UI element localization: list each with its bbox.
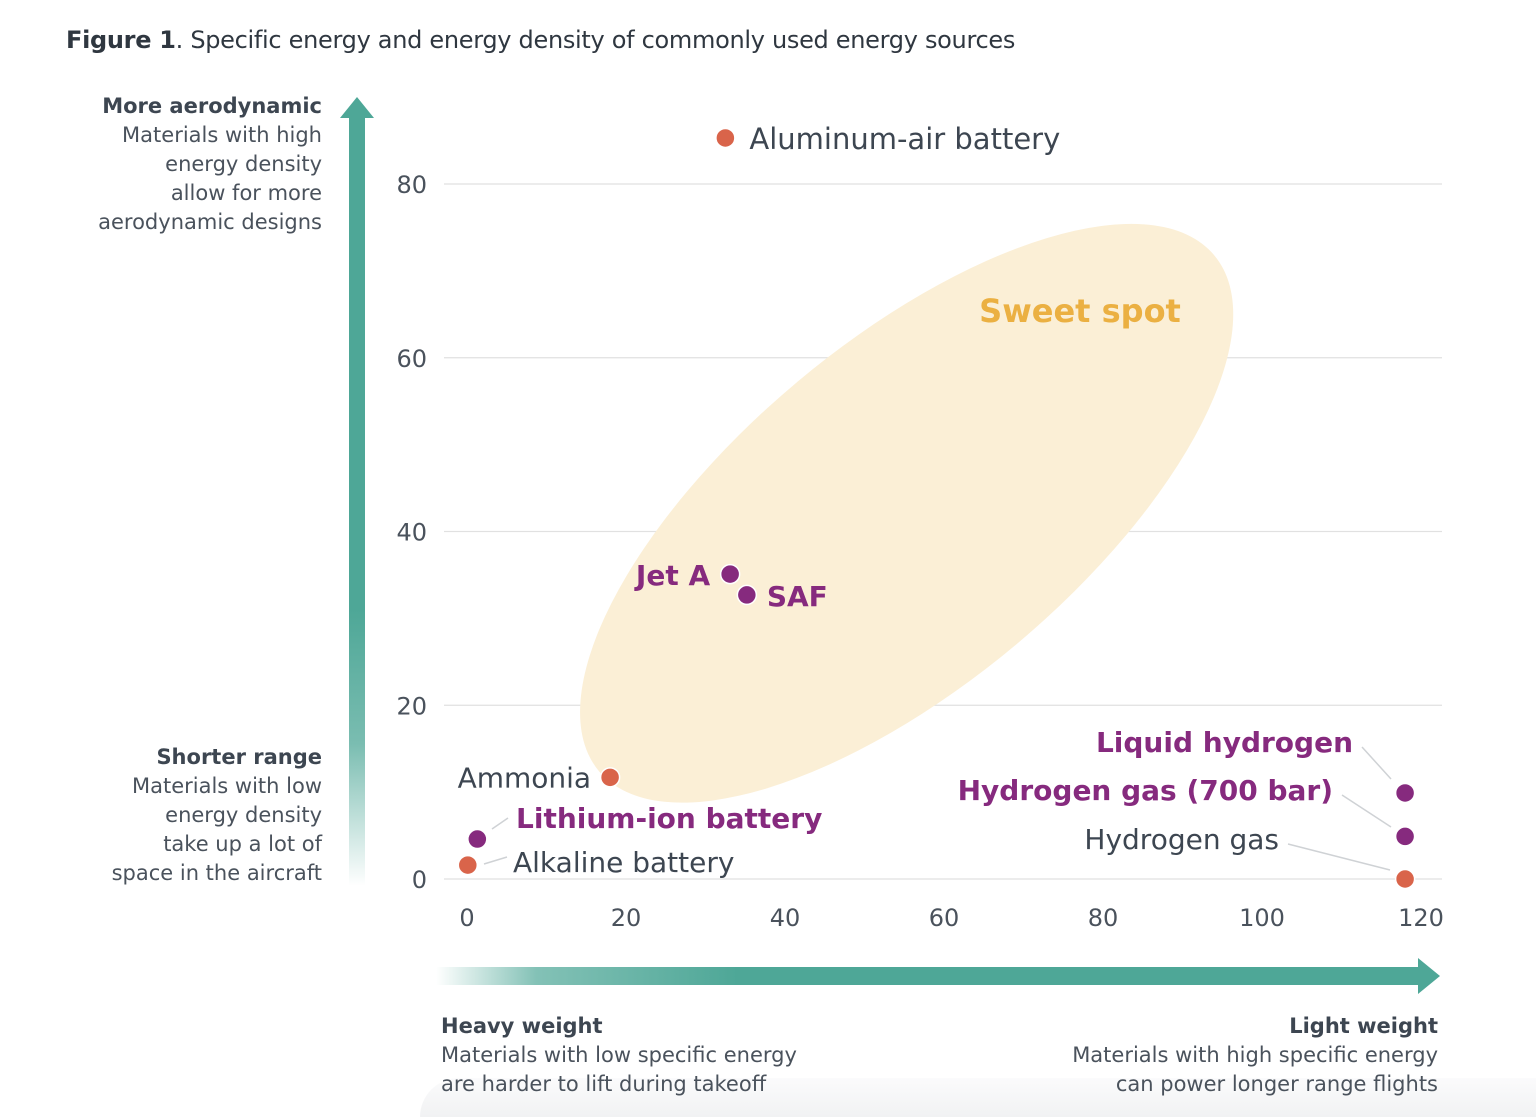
point-label-hydrogen-gas-700-bar: Hydrogen gas (700 bar) [958,774,1333,807]
point-label-hydrogen-gas: Hydrogen gas [1084,823,1279,856]
y-tick-label: 20 [396,692,427,720]
x-annotation-right-heading: Light weight [1289,1014,1438,1038]
x-tick-label: 40 [770,904,801,932]
point-label-liquid-hydrogen: Liquid hydrogen [1096,726,1353,759]
y-annotation-top-line: allow for more [170,181,322,205]
y-annotation-bottom-line: take up a lot of [163,832,322,856]
x-annotation-right-line: Materials with high specific energy [1072,1043,1438,1067]
leader-line-liquid-hydrogen [1361,746,1392,780]
data-point-jet-a [719,563,741,585]
x-annotation-right-line: can power longer range flights [1115,1072,1438,1096]
x-annotation-right: Light weight Materials with high specifi… [1072,1012,1438,1099]
point-label-saf: SAF [767,580,828,613]
point-label-jet-a: Jet A [634,559,711,592]
figure-caption: . Specific energy and energy density of … [175,26,1016,54]
footer-band [420,1078,1536,1117]
y-tick-label: 60 [396,345,427,373]
x-annotation-left-line: are harder to lift during takeoff [441,1072,767,1096]
leader-line-lithium-ion-battery [491,817,509,830]
x-tick-label: 80 [1088,904,1119,932]
x-annotation-left: Heavy weight Materials with low specific… [441,1012,797,1099]
leader-line-hydrogen-gas [1287,843,1391,871]
leader-line-alkaline-battery [483,856,508,865]
point-label-ammonia: Ammonia [458,761,592,794]
y-annotation-bottom-heading: Shorter range [156,745,322,769]
y-tick-label: 0 [412,866,427,894]
y-annotation-top-line: aerodynamic designs [98,210,322,234]
data-point-ammonia [599,767,621,788]
y-annotation-top-heading: More aerodynamic [102,94,322,118]
x-annotation-left-heading: Heavy weight [441,1014,603,1038]
sweet-spot-label: Sweet spot [979,292,1181,330]
x-axis-arrow [436,958,1440,994]
x-tick-label: 0 [459,904,474,932]
leader-line-hydrogen-gas-700-bar [1341,794,1392,828]
y-annotation-top-line: energy density [165,152,322,176]
x-tick-label: 100 [1239,904,1285,932]
sweet-spot-region [580,223,1234,803]
y-annotation-top: More aerodynamic Materials with high ene… [22,92,322,237]
point-label-alkaline-battery: Alkaline battery [513,846,734,879]
y-annotation-top-line: Materials with high [122,123,322,147]
y-annotation-bottom-line: Materials with low [131,774,322,798]
data-point-alkaline-battery [457,854,479,876]
y-annotation-bottom-line: space in the aircraft [111,861,322,885]
y-axis-arrow [340,97,374,886]
point-label-aluminum-air-battery: Aluminum-air battery [749,122,1060,156]
x-tick-label: 20 [611,904,642,932]
data-point-hydrogen-gas-700-bar [1394,826,1416,847]
x-tick-label: 120 [1398,904,1444,932]
y-annotation-bottom-line: energy density [165,803,322,827]
y-tick-label: 40 [396,519,427,547]
y-tick-label: 80 [396,171,427,199]
figure-title: Figure 1. Specific energy and energy den… [66,26,1015,54]
y-annotation-bottom: Shorter range Materials with low energy … [22,743,322,888]
data-point-liquid-hydrogen [1394,782,1416,804]
data-point-hydrogen-gas [1394,868,1416,890]
data-point-saf [736,584,758,606]
x-tick-label: 60 [929,904,960,932]
figure-label: Figure 1 [66,26,176,54]
x-annotation-left-line: Materials with low specific energy [441,1043,797,1067]
data-point-lithium-ion-battery [467,828,488,850]
data-point-aluminum-air-battery [715,127,736,149]
point-label-lithium-ion-battery: Lithium-ion battery [516,802,822,835]
